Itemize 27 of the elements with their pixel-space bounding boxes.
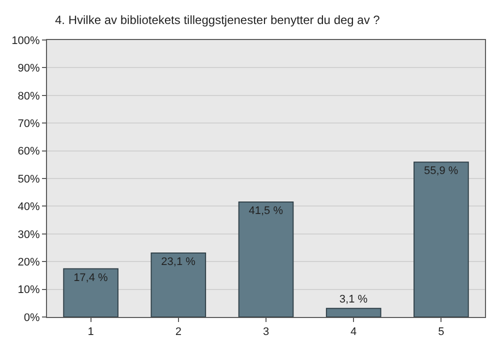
data-label: 23,1 % — [161, 256, 196, 268]
bar — [238, 202, 294, 317]
x-tick-label: 2 — [175, 326, 182, 338]
bar — [150, 252, 206, 317]
data-label: 55,9 % — [424, 165, 458, 178]
y-tick-label: 30% — [18, 228, 40, 241]
y-tick-label: 90% — [18, 62, 40, 75]
y-tick-label: 70% — [18, 118, 40, 130]
y-tick-label: 20% — [18, 256, 40, 268]
x-tick-label: 1 — [88, 326, 94, 338]
data-label: 3,1 % — [339, 293, 368, 306]
x-tick-label: 4 — [350, 326, 357, 338]
data-label: 41,5 % — [248, 205, 284, 218]
x-tick-label: 5 — [438, 326, 444, 338]
y-tick-label: 40% — [18, 201, 40, 214]
y-tick-label: 10% — [18, 284, 40, 296]
y-tick-label: 100% — [12, 34, 40, 47]
y-tick-label: 60% — [18, 146, 40, 158]
y-tick-label: 80% — [18, 90, 40, 102]
x-tick-label: 3 — [262, 326, 270, 338]
y-tick-label: 0% — [24, 312, 40, 324]
data-label: 17,4 % — [74, 272, 108, 284]
bar — [414, 162, 469, 317]
bar — [326, 308, 382, 317]
bar — [63, 268, 118, 317]
chart-title: 4. Hvilke av bibliotekets tilleggstjenester benytter du deg av ? — [55, 13, 380, 28]
y-tick-label: 50% — [18, 173, 40, 186]
